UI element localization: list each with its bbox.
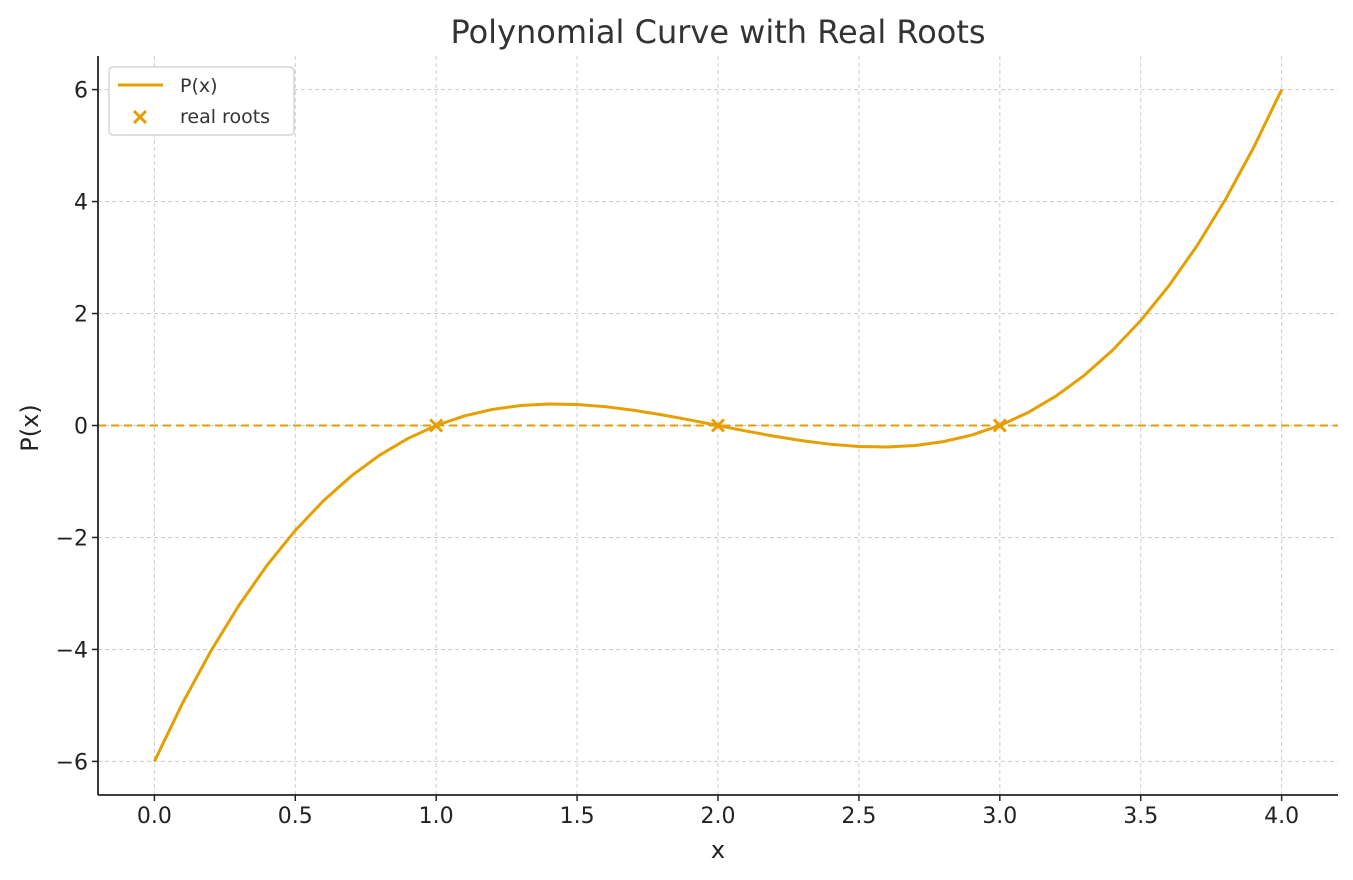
y-tick-label-3: 0 <box>74 415 88 440</box>
y-tick-label-1: −4 <box>56 638 88 663</box>
legend-x-marker <box>132 109 148 125</box>
y-tick-label-0: −6 <box>56 750 88 775</box>
x-tick-label-2: 1.0 <box>419 804 454 829</box>
x-tick-label-5: 2.5 <box>841 804 876 829</box>
x-tick-label-8: 4.0 <box>1264 804 1299 829</box>
y-axis-label: P(x) <box>16 404 44 451</box>
x-tick-label-7: 3.5 <box>1123 804 1158 829</box>
series-real-roots <box>429 418 1007 433</box>
root-marker-2 <box>992 418 1007 433</box>
legend-x-glyph <box>132 109 148 125</box>
root-marker-0 <box>429 418 444 433</box>
x-axis-label: x <box>711 836 725 864</box>
y-tick-label-5: 4 <box>74 191 88 216</box>
x-tick-label-6: 3.0 <box>982 804 1017 829</box>
legend-label-real-roots: real roots <box>180 106 270 128</box>
y-tick-label-2: −2 <box>56 526 88 551</box>
legend-label-px: P(x) <box>180 75 218 97</box>
x-tick-label-4: 2.0 <box>701 804 736 829</box>
x-tick-label-1: 0.5 <box>278 804 313 829</box>
chart-title: Polynomial Curve with Real Roots <box>450 13 985 51</box>
legend: P(x) real roots <box>108 66 295 136</box>
y-tick-label-4: 2 <box>74 303 88 328</box>
x-ticks: 0.0 0.5 1.0 1.5 2.0 2.5 3.0 3.5 4.0 <box>137 795 1299 829</box>
y-tick-label-6: 6 <box>74 79 88 104</box>
x-tick-label-3: 1.5 <box>560 804 595 829</box>
root-marker-1 <box>710 418 726 433</box>
x-tick-label-0: 0.0 <box>137 804 172 829</box>
y-ticks: −6 −4 −2 0 2 4 6 <box>56 79 98 775</box>
